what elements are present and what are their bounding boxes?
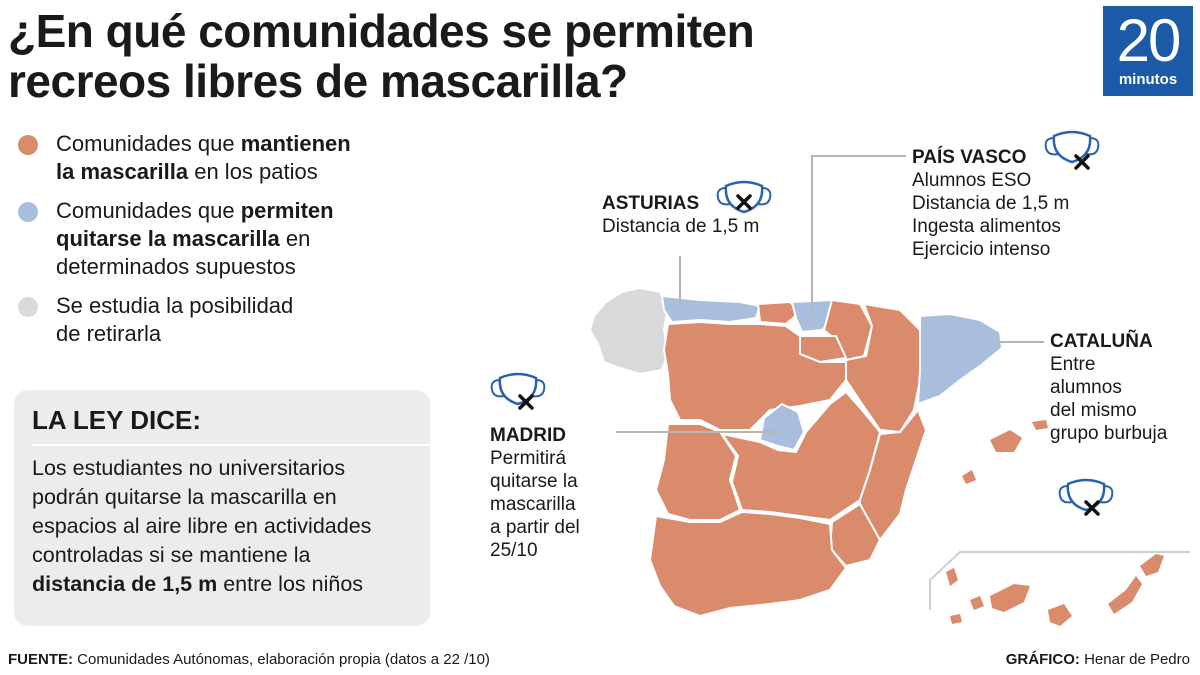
region-canarias-hierro [950,614,962,624]
law-line-4: controladas si se mantiene la [32,543,311,567]
20minutos-logo: 20 minutos [1103,6,1193,96]
label-madrid-head: MADRID [490,425,566,446]
label-cataluna-line-4: grupo burbuja [1050,423,1168,444]
footer-source: FUENTE: Comunidades Autónomas, elaboraci… [8,650,490,670]
label-cataluna: CATALUÑA Entre alumnos del mismo grupo b… [1050,330,1167,445]
label-asturias-head: ASTURIAS [602,193,700,214]
legend-swatch-allow [18,202,38,222]
region-castilla-leon [662,320,847,431]
law-bold-distance: distancia de 1,5 m [32,572,218,596]
title-line-1: ¿En qué comunidades se permiten [8,5,755,57]
legend-allow-text-2: en [279,226,311,251]
region-baleares-mallorca [990,430,1022,452]
region-canarias-tenerife [990,584,1030,612]
label-asturias: ASTURIAS Distancia de 1,5 m [602,192,759,238]
region-canarias-grancanaria [1048,604,1072,626]
label-asturias-line-1: Distancia de 1,5 m [602,216,760,237]
label-madrid-line-2: quitarse la [490,471,578,492]
label-madrid-line-4: a partir del [490,517,580,538]
label-cataluna-head: CATALUÑA [1050,331,1153,352]
region-galicia [588,286,670,376]
region-baleares-ibiza [962,470,976,484]
footer-credit: GRÁFICO: Henar de Pedro [1006,650,1190,670]
mask-icon-asturias [716,180,772,214]
region-valencia [859,408,928,542]
legend-swatch-study [18,297,38,317]
law-line-2: podrán quitarse la mascarilla en [32,485,337,509]
region-asturias [660,294,762,324]
label-pais-vasco-line-3: Ingesta alimentos [912,216,1061,237]
law-divider [32,444,430,446]
label-madrid-line-5: 25/10 [490,540,538,561]
legend-item-study: Se estudia la posibilidad de retirarla [18,292,418,348]
region-canarias-lanzarote [1140,554,1164,576]
legend-swatch-keep [18,135,38,155]
label-cataluna-line-3: del mismo [1050,400,1137,421]
legend-item-keep: Comunidades que mantienen la mascarilla … [18,130,418,186]
label-madrid-line-3: mascarilla [490,494,576,515]
law-title: LA LEY DICE: [32,405,202,435]
legend-keep-text-2: en los patios [188,159,318,184]
legend-study-text-2: de retirarla [56,321,162,346]
mask-icon-pais-vasco [1044,130,1100,170]
legend-allow-bold-1: permiten [240,198,334,223]
law-line-5: entre los niños [217,572,364,596]
region-extremadura [654,423,742,521]
mask-icon-cataluna [1058,478,1114,516]
legend-keep-bold-1: mantienen [240,131,351,156]
law-body: Los estudiantes no universitarios podrán… [32,454,422,599]
law-line-1: Los estudiantes no universitarios [32,456,346,480]
label-madrid-line-1: Permitirá [490,448,567,469]
legend-keep-text-1: Comunidades que [56,131,241,156]
region-cantabria [756,300,802,326]
legend-allow-text-1: Comunidades que [56,198,241,223]
logo-word: minutos [1118,71,1178,88]
page-title: ¿En qué comunidades se permiten recreos … [8,6,908,106]
mask-icon-madrid [490,372,546,410]
label-pais-vasco-line-2: Distancia de 1,5 m [912,193,1070,214]
region-madrid [758,402,806,452]
label-pais-vasco: PAÍS VASCO Alumnos ESO Distancia de 1,5 … [912,146,1069,261]
law-box: LA LEY DICE: Los estudiantes no universi… [14,390,430,626]
title-line-2: recreos libres de mascarilla? [8,55,628,107]
label-cataluna-line-1: Entre [1050,354,1096,375]
footer-credit-text: Henar de Pedro [1079,651,1190,668]
region-baleares-menorca [1032,420,1048,430]
region-canarias-fuerteventura [1108,576,1142,614]
legend: Comunidades que mantienen la mascarilla … [18,130,418,359]
law-line-3: espacios al aire libre en actividades [32,514,372,538]
label-cataluna-line-2: alumnos [1050,377,1122,398]
label-pais-vasco-line-1: Alumnos ESO [912,170,1032,191]
footer-source-label: FUENTE: [8,651,73,668]
leader-pais-vasco [811,155,906,312]
logo-number: 20 [1116,7,1182,74]
label-pais-vasco-line-4: Ejercicio intenso [912,239,1051,260]
region-canarias-lapalma [946,568,958,586]
label-madrid: MADRID Permitirá quitarse la mascarilla … [490,424,580,562]
canarias-inset-border [929,551,1190,610]
footer-credit-label: GRÁFICO: [1005,651,1080,668]
legend-allow-text-3: determinados supuestos [56,254,296,279]
region-canarias-gomera [970,596,984,610]
region-cataluna [916,312,1004,406]
region-andalucia [648,510,848,618]
footer-source-text: Comunidades Autónomas, elaboración propi… [73,651,490,668]
legend-allow-bold-2: quitarse la mascarilla [56,226,280,251]
legend-keep-bold-2: la mascarilla [56,159,189,184]
legend-item-allow: Comunidades que permiten quitarse la mas… [18,197,418,281]
label-pais-vasco-head: PAÍS VASCO [912,147,1027,168]
legend-study-text-1: Se estudia la posibilidad [56,293,294,318]
